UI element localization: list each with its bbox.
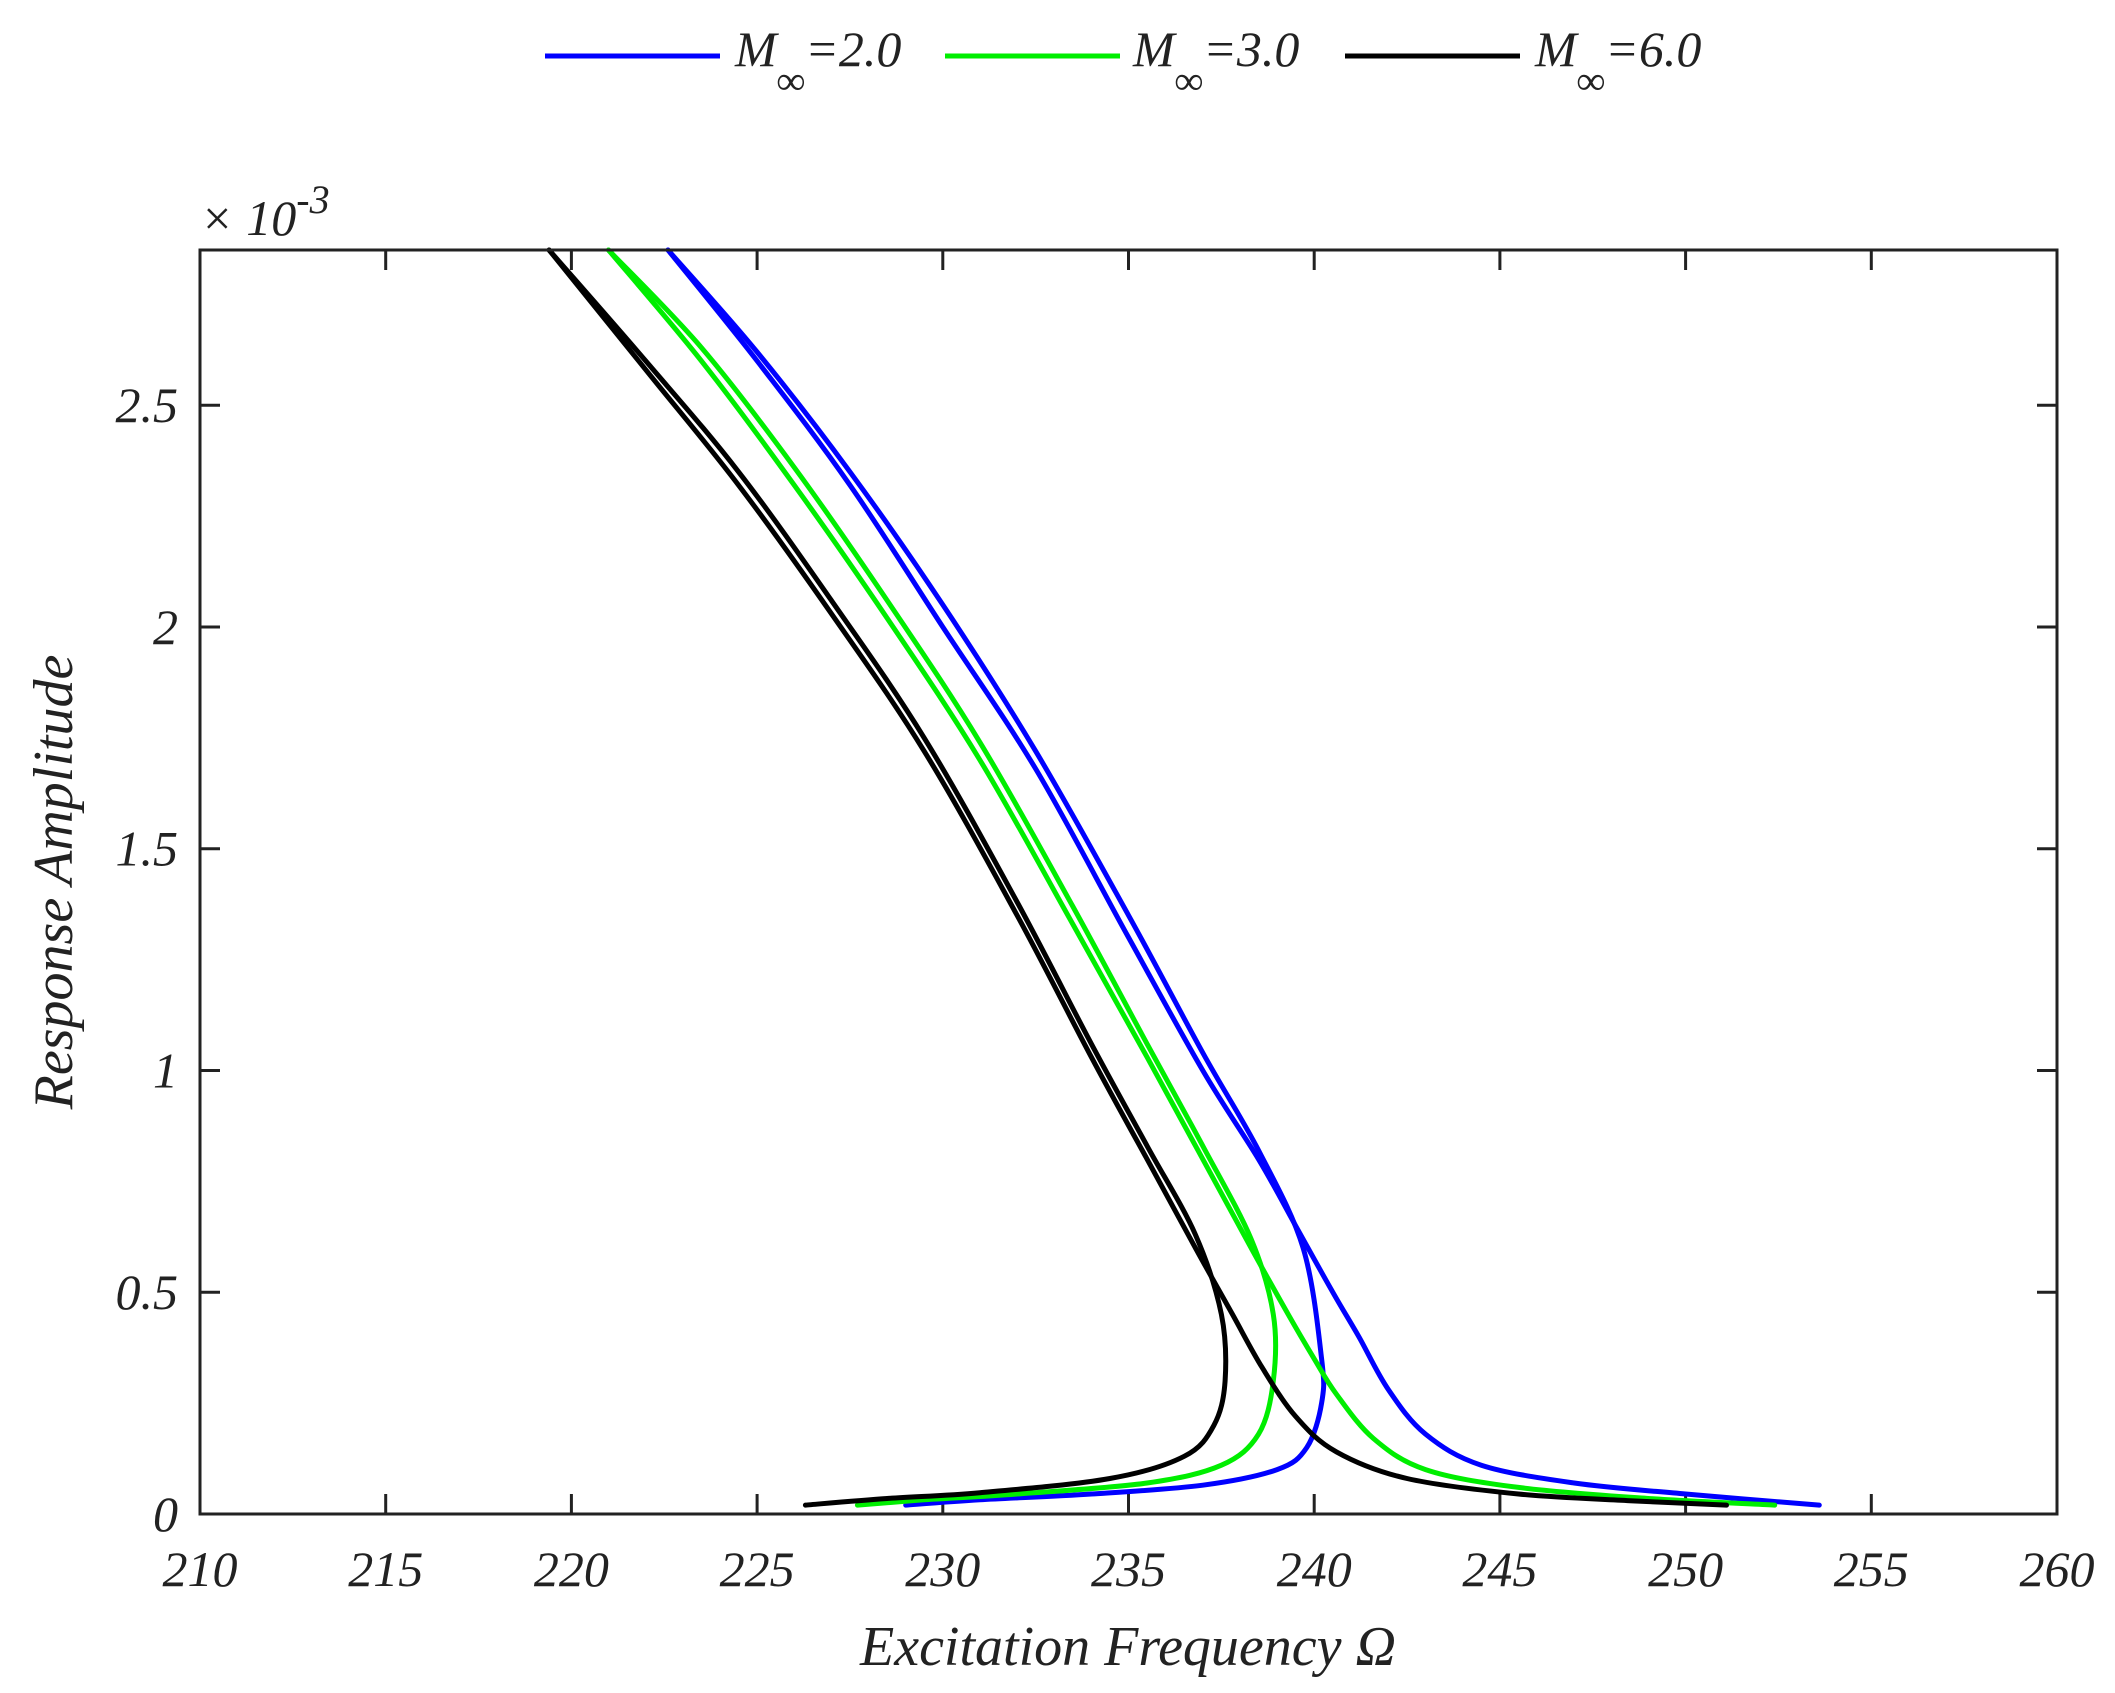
series-m3 bbox=[606, 247, 1778, 1508]
series-m2 bbox=[665, 247, 1822, 1508]
x-tick-label: 240 bbox=[1277, 1541, 1352, 1597]
x-tick-label: 255 bbox=[1834, 1541, 1909, 1597]
legend-item-m2: M∞=2.0 bbox=[545, 21, 901, 103]
series-line-m6-upper bbox=[546, 247, 1729, 1508]
x-tick-label: 210 bbox=[163, 1541, 238, 1597]
x-axis-title: Excitation Frequency Ω bbox=[859, 1616, 1396, 1678]
series-line-m3-lower bbox=[606, 247, 1279, 1508]
legend-sub-m6: ∞ bbox=[1577, 58, 1606, 103]
legend-base-m2: M bbox=[734, 21, 779, 77]
y-tick-label: 0 bbox=[153, 1486, 178, 1542]
legend-sub-m3: ∞ bbox=[1175, 58, 1204, 103]
legend-rest-m3: =3.0 bbox=[1203, 21, 1299, 77]
plot-frame bbox=[198, 248, 2059, 1516]
legend-item-m6: M∞=6.0 bbox=[1345, 21, 1701, 103]
y-axis-title: Response Amplitude bbox=[23, 655, 85, 1111]
legend-label-m2: M∞=2.0 bbox=[734, 21, 901, 103]
series-line-m2-upper bbox=[665, 247, 1822, 1508]
x-tick-label: 215 bbox=[348, 1541, 423, 1597]
y-tick-label: 0.5 bbox=[116, 1264, 179, 1320]
y-exponent-power: -3 bbox=[296, 177, 329, 222]
y-exponent-label: × 10-3 bbox=[200, 177, 330, 246]
legend: M∞=2.0 M∞=3.0 M∞=6.0 bbox=[545, 21, 1701, 103]
series-m6 bbox=[546, 247, 1729, 1508]
x-tick-label: 230 bbox=[905, 1541, 980, 1597]
y-tick-label: 1 bbox=[153, 1042, 178, 1098]
y-tick-label: 2.5 bbox=[116, 377, 179, 433]
legend-rest-m2: =2.0 bbox=[805, 21, 901, 77]
x-axis-ticks: 210 215 220 225 230 235 240 245 250 255 260 bbox=[163, 250, 2095, 1597]
series-line-m6-lower bbox=[546, 247, 1229, 1508]
legend-sub-m2: ∞ bbox=[777, 58, 806, 103]
x-tick-label: 225 bbox=[720, 1541, 795, 1597]
x-tick-label: 220 bbox=[534, 1541, 609, 1597]
y-exponent-base: × 10 bbox=[200, 190, 296, 246]
series-line-m3-upper bbox=[606, 247, 1778, 1508]
x-tick-label: 260 bbox=[2020, 1541, 2095, 1597]
legend-label-m6: M∞=6.0 bbox=[1534, 21, 1701, 103]
series-line-m2-lower bbox=[665, 247, 1327, 1508]
legend-rest-m6: =6.0 bbox=[1605, 21, 1701, 77]
x-tick-label: 250 bbox=[1648, 1541, 1723, 1597]
y-tick-label: 2 bbox=[153, 599, 178, 655]
y-tick-label: 1.5 bbox=[116, 821, 179, 877]
x-tick-label: 235 bbox=[1091, 1541, 1166, 1597]
x-tick-label: 245 bbox=[1462, 1541, 1537, 1597]
legend-base-m3: M bbox=[1132, 21, 1177, 77]
legend-label-m3: M∞=3.0 bbox=[1132, 21, 1299, 103]
series-layer bbox=[546, 247, 1822, 1508]
y-axis-ticks: 0 0.5 1 1.5 2 2.5 bbox=[116, 377, 2057, 1542]
legend-base-m6: M bbox=[1534, 21, 1579, 77]
legend-item-m3: M∞=3.0 bbox=[945, 21, 1299, 103]
